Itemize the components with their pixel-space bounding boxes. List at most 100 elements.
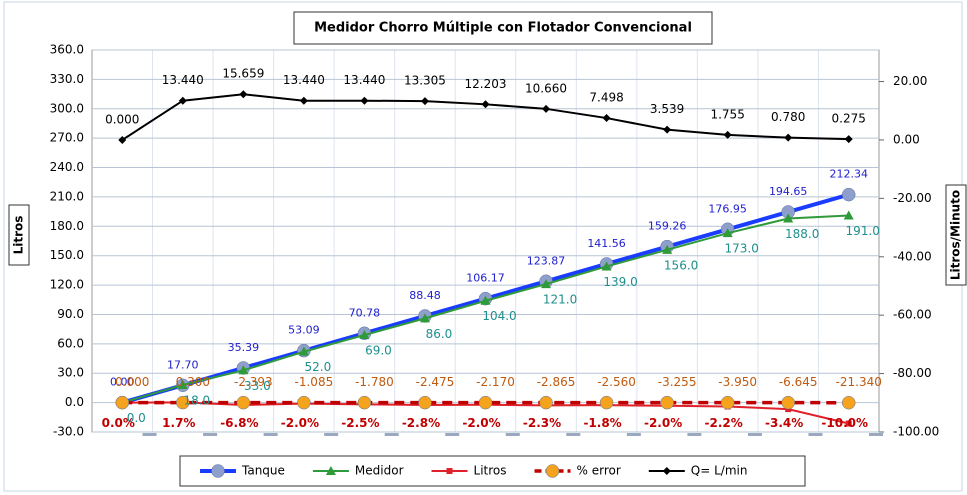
legend-marker — [211, 464, 225, 478]
data-label: 35.39 — [228, 341, 260, 354]
data-label: 0.00 — [110, 376, 135, 389]
y-tick-label: 150.0 — [50, 248, 84, 262]
title-box — [293, 11, 713, 45]
y2-tick-label: -20.00 — [893, 191, 932, 205]
legend-marker — [446, 468, 453, 474]
data-label: 141.56 — [587, 237, 626, 250]
marker — [480, 295, 491, 305]
data-label: -2.8% — [402, 416, 440, 430]
x-tick-stub — [142, 433, 157, 436]
x-tick-stub — [445, 433, 460, 436]
y-tick-label: 120.0 — [50, 278, 84, 292]
data-label: -1.8% — [583, 416, 621, 430]
data-label: 13.440 — [283, 73, 325, 87]
data-label: -2.3% — [523, 416, 561, 430]
data-label: 188.0 — [785, 227, 819, 241]
marker — [663, 125, 672, 134]
data-label: 176.95 — [708, 202, 747, 215]
x-tick-stub — [626, 433, 641, 436]
data-label: 17.70 — [167, 358, 199, 371]
y2-tick-label: 0.00 — [893, 132, 920, 146]
data-label: 53.09 — [288, 324, 320, 337]
data-label: 1.7% — [162, 416, 195, 430]
legend-label: Tanque — [241, 464, 285, 478]
data-label: 15.659 — [222, 67, 264, 81]
marker — [115, 395, 130, 410]
y2-axis-label: Litros/Minuto — [949, 190, 963, 280]
y-tick-label: 30.0 — [57, 366, 84, 380]
data-label: 52.0 — [305, 360, 332, 374]
marker — [843, 210, 854, 220]
data-label: -3.4% — [765, 416, 803, 430]
y-tick-label: 90.0 — [57, 307, 84, 321]
legend-marker — [325, 466, 336, 475]
data-label: 70.78 — [349, 306, 381, 319]
y-tick-label: 270.0 — [50, 131, 84, 145]
marker — [177, 379, 188, 389]
y-axis-label: Litros — [12, 216, 26, 255]
y-tick-label: -30.0 — [53, 425, 84, 439]
marker — [299, 96, 308, 105]
marker — [360, 96, 369, 105]
legend-label: Medidor — [355, 464, 404, 478]
legend-box — [179, 455, 806, 487]
marker — [176, 395, 190, 410]
marker — [478, 395, 493, 410]
marker — [239, 90, 248, 99]
data-label: 0.000 — [115, 375, 149, 389]
y-tick-label: 240.0 — [50, 160, 84, 174]
y-tick-label: 60.0 — [57, 336, 84, 350]
data-label: 0.275 — [832, 112, 866, 126]
marker — [298, 346, 309, 356]
y-tick-label: 330.0 — [50, 72, 84, 86]
marker — [845, 420, 852, 427]
marker — [781, 395, 795, 410]
data-label: -2.0% — [462, 416, 500, 430]
y-tick-label: 210.0 — [50, 189, 84, 203]
y-tick-label: 180.0 — [50, 219, 84, 233]
marker — [297, 395, 311, 410]
x-tick-stub — [869, 433, 883, 436]
marker — [660, 395, 674, 410]
data-label: 12.203 — [465, 77, 507, 91]
marker — [542, 104, 551, 113]
marker — [783, 213, 794, 223]
legend-label: % error — [577, 464, 621, 478]
x-tick-stub — [384, 433, 399, 436]
marker — [419, 313, 430, 323]
marker — [481, 100, 490, 109]
data-label: 18.0 — [183, 393, 210, 407]
data-label: 7.498 — [589, 91, 623, 105]
data-label: -2.2% — [705, 416, 743, 430]
marker — [844, 135, 853, 144]
data-label: 0.300 — [176, 375, 210, 389]
y2-tick-label: -60.00 — [893, 308, 932, 322]
marker — [359, 330, 370, 340]
y2-label-box — [945, 184, 967, 286]
y-label-box — [8, 204, 30, 266]
data-label: 139.0 — [603, 275, 637, 289]
x-tick-stub — [203, 433, 218, 436]
marker — [541, 279, 552, 289]
marker — [236, 395, 251, 410]
plot-area — [91, 49, 880, 433]
data-label: 123.87 — [527, 254, 566, 267]
data-label: 173.0 — [724, 242, 758, 256]
x-tick-stub — [747, 433, 762, 436]
marker — [118, 135, 127, 144]
x-tick-stub — [808, 433, 823, 436]
marker — [841, 395, 856, 410]
data-label: 33.0 — [244, 379, 271, 393]
data-label: -2.560 — [597, 375, 636, 389]
marker — [602, 114, 611, 123]
marker — [357, 395, 372, 410]
data-label: 13.440 — [343, 73, 385, 87]
marker — [418, 395, 432, 410]
data-label: 156.0 — [664, 258, 698, 272]
data-label: 13.440 — [162, 73, 204, 87]
marker — [722, 228, 733, 238]
data-label: 3.539 — [650, 102, 684, 116]
data-label: 212.34 — [829, 168, 868, 181]
data-label: 106.17 — [466, 272, 505, 285]
marker — [178, 96, 187, 105]
